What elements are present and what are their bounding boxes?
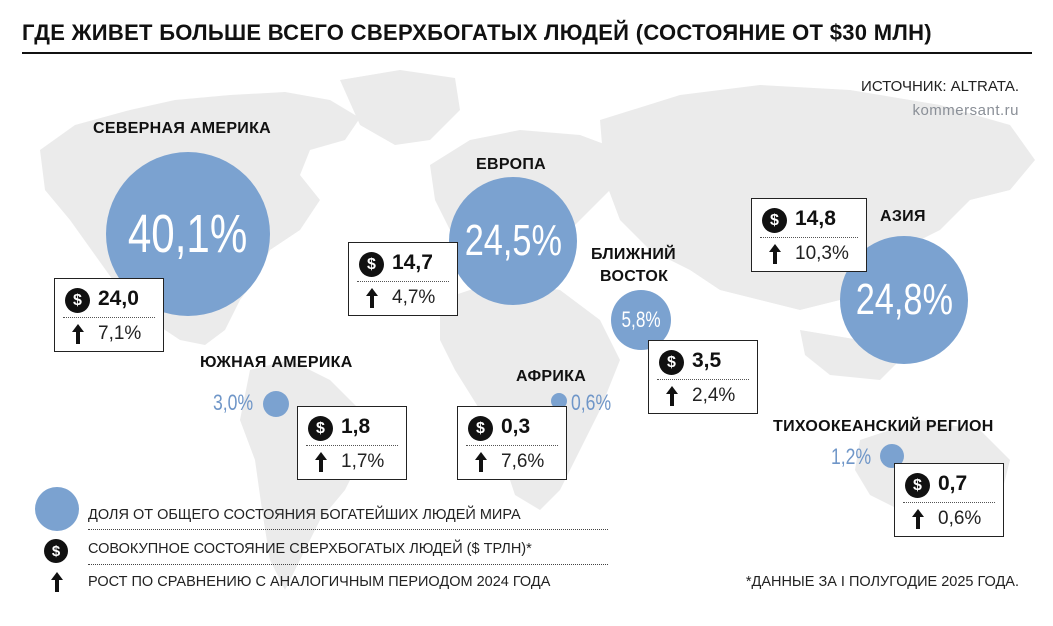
share-bubble-europe: 24,5% xyxy=(449,177,577,305)
wealth-value-middle-east: 3,5 xyxy=(692,349,722,372)
wealth-value-pacific: 0,7 xyxy=(938,472,968,495)
source-note: ИСТОЧНИК: ALTRATA. xyxy=(861,78,1019,95)
dollar-icon: $ xyxy=(905,473,930,498)
arrow-up-icon xyxy=(912,509,924,529)
dollar-icon: $ xyxy=(308,416,333,441)
site-label: kommersant.ru xyxy=(912,102,1019,119)
southeast-asia-landmass xyxy=(800,330,900,380)
region-label-middle-east-2: ВОСТОК xyxy=(600,268,669,285)
stat-box-middle-east: $ 3,5 2,4% xyxy=(648,340,758,414)
region-label-asia: АЗИЯ xyxy=(880,208,926,225)
stat-box-europe: $ 14,7 4,7% xyxy=(348,242,458,316)
wealth-value-africa: 0,3 xyxy=(501,415,531,438)
growth-value-pacific: 0,6% xyxy=(938,508,982,529)
legend-dollar-icon: $ xyxy=(44,539,68,563)
region-label-pacific: ТИХООКЕАНСКИЙ РЕГИОН xyxy=(773,418,994,435)
share-bubble-africa xyxy=(551,393,567,409)
wealth-value-europe: 14,7 xyxy=(392,251,433,274)
stat-divider xyxy=(357,281,449,282)
arrow-up-icon xyxy=(366,288,378,308)
dollar-icon: $ xyxy=(762,208,787,233)
region-label-middle-east-1: БЛИЖНИЙ xyxy=(591,246,676,263)
stat-box-africa: $ 0,3 7,6% xyxy=(457,406,567,480)
footnote: *ДАННЫЕ ЗА I ПОЛУГОДИЕ 2025 ГОДА. xyxy=(745,574,1019,590)
share-value-north-america: 40,1% xyxy=(128,204,248,264)
greenland-landmass xyxy=(340,70,460,145)
region-label-south-america: ЮЖНАЯ АМЕРИКА xyxy=(200,354,353,371)
dollar-icon: $ xyxy=(359,252,384,277)
share-value-south-america: 3,0% xyxy=(213,390,254,415)
growth-value-north-america: 7,1% xyxy=(98,323,142,344)
legend-divider xyxy=(88,529,608,530)
stat-divider xyxy=(903,502,995,503)
stat-divider xyxy=(306,445,398,446)
wealth-value-north-america: 24,0 xyxy=(98,287,139,310)
arrow-up-icon xyxy=(315,452,327,472)
stat-box-south-america: $ 1,8 1,7% xyxy=(297,406,407,480)
arrow-up-icon xyxy=(769,244,781,264)
region-label-europe: ЕВРОПА xyxy=(476,156,546,173)
growth-value-asia: 10,3% xyxy=(795,243,849,264)
africa-landmass xyxy=(440,280,620,510)
stat-box-pacific: $ 0,7 0,6% xyxy=(894,463,1004,537)
region-label-north-america: СЕВЕРНАЯ АМЕРИКА xyxy=(93,120,272,137)
legend-wealth-text: СОВОКУПНОЕ СОСТОЯНИЕ СВЕРХБОГАТЫХ ЛЮДЕЙ … xyxy=(88,541,532,557)
legend-share-text: ДОЛЯ ОТ ОБЩЕГО СОСТОЯНИЯ БОГАТЕЙШИХ ЛЮДЕ… xyxy=(88,507,521,523)
stat-divider xyxy=(466,445,558,446)
share-value-middle-east: 5,8% xyxy=(621,307,661,332)
share-value-asia: 24,8% xyxy=(855,275,953,324)
wealth-value-asia: 14,8 xyxy=(795,207,836,230)
arrow-up-icon xyxy=(475,452,487,472)
asia-landmass xyxy=(600,85,1035,310)
chart-title: ГДЕ ЖИВЕТ БОЛЬШЕ ВСЕГО СВЕРХБОГАТЫХ ЛЮДЕ… xyxy=(22,20,932,45)
arrow-up-icon xyxy=(72,324,84,344)
legend-divider xyxy=(88,564,608,565)
share-value-europe: 24,5% xyxy=(464,216,562,265)
dollar-icon: $ xyxy=(659,350,684,375)
growth-value-south-america: 1,7% xyxy=(341,451,385,472)
stat-divider xyxy=(657,379,749,380)
dollar-icon: $ xyxy=(65,288,90,313)
arrow-up-icon xyxy=(666,386,678,406)
stat-box-asia: $ 14,8 10,3% xyxy=(751,198,867,272)
region-label-africa: АФРИКА xyxy=(516,368,587,385)
growth-value-africa: 7,6% xyxy=(501,451,545,472)
title-rule xyxy=(22,52,1032,54)
share-bubble-south-america xyxy=(263,391,289,417)
share-value-pacific: 1,2% xyxy=(831,444,872,469)
stat-box-north-america: $ 24,0 7,1% xyxy=(54,278,164,352)
legend-share-swatch xyxy=(35,487,79,531)
share-value-africa: 0,6% xyxy=(571,390,612,415)
dollar-icon: $ xyxy=(468,416,493,441)
growth-value-middle-east: 2,4% xyxy=(692,385,736,406)
stat-divider xyxy=(760,237,858,238)
growth-value-europe: 4,7% xyxy=(392,287,436,308)
share-bubble-asia: 24,8% xyxy=(840,236,968,364)
stat-divider xyxy=(63,317,155,318)
legend-growth-text: РОСТ ПО СРАВНЕНИЮ С АНАЛОГИЧНЫМ ПЕРИОДОМ… xyxy=(88,574,551,590)
legend-arrow-up-icon xyxy=(51,572,63,592)
wealth-value-south-america: 1,8 xyxy=(341,415,371,438)
